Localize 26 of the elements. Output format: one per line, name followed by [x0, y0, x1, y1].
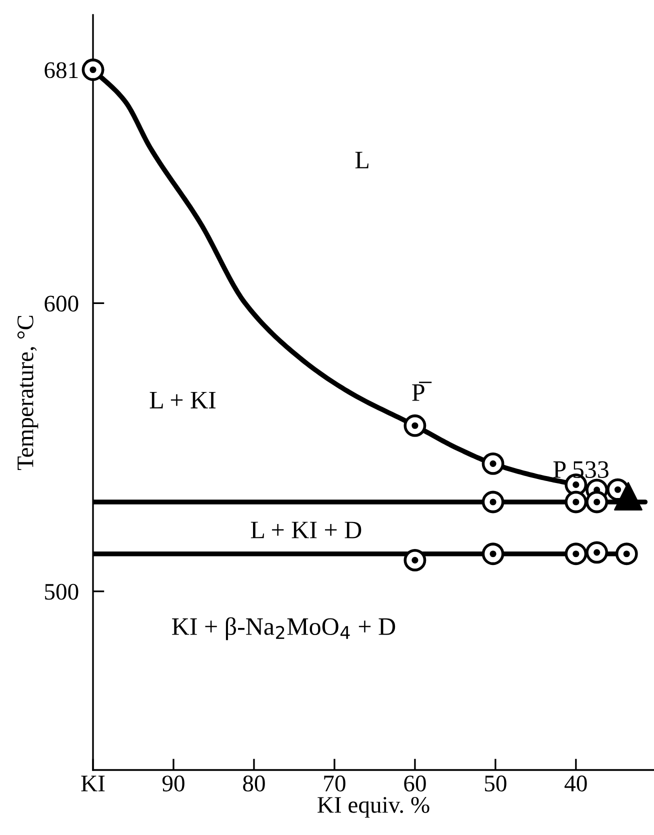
x-tick-label: 60: [404, 776, 426, 792]
point: [564, 542, 588, 566]
point: [586, 490, 608, 514]
point: [482, 542, 504, 566]
annotation: P̅: [412, 382, 432, 401]
x-axis-title: KI equiv. %: [318, 796, 430, 818]
x-tick-label: 50: [485, 776, 506, 792]
point: [482, 490, 504, 514]
x-tick-label: 40: [564, 776, 587, 792]
point: [404, 549, 426, 572]
annotation: P 533: [553, 461, 608, 478]
y-axis-title: Temperature, °C: [17, 316, 38, 470]
x-tick-label: 80: [243, 776, 265, 792]
x-tick-label: KI: [81, 776, 105, 792]
point: [614, 482, 642, 510]
annotation: KI + β-Na$_{2}$MoO$_{4}$ + D: [172, 617, 396, 640]
x-tick-label: 70: [324, 776, 346, 792]
point: [586, 541, 608, 564]
y-tick-label: 681: [44, 62, 78, 78]
y-tick-label: 500: [45, 584, 78, 600]
x-tick-label: 90: [162, 776, 184, 792]
y-tick-label: 600: [44, 296, 78, 312]
annotation: L: [355, 152, 368, 168]
annotation: L + KI + D: [250, 522, 362, 538]
annotation: L + KI: [150, 392, 216, 408]
point: [564, 490, 588, 514]
